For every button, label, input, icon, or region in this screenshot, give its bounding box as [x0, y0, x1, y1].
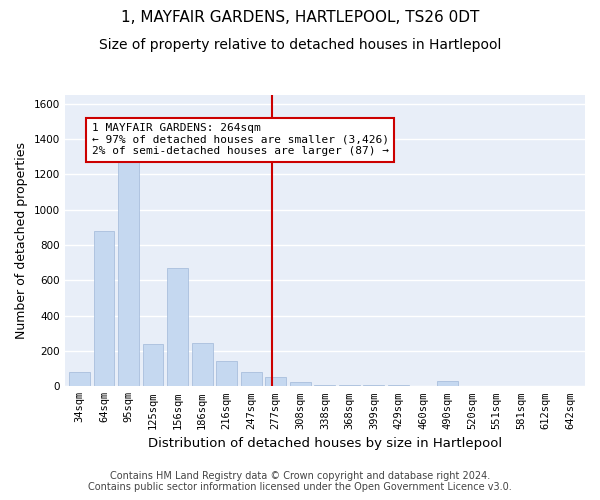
- Bar: [167, 268, 188, 386]
- Bar: [118, 154, 139, 386]
- X-axis label: Distribution of detached houses by size in Hartlepool: Distribution of detached houses by size …: [148, 437, 502, 450]
- Bar: [290, 382, 311, 386]
- Bar: [364, 384, 385, 386]
- Y-axis label: Number of detached properties: Number of detached properties: [15, 142, 28, 339]
- Bar: [265, 378, 286, 386]
- Text: Contains HM Land Registry data © Crown copyright and database right 2024.
Contai: Contains HM Land Registry data © Crown c…: [88, 471, 512, 492]
- Text: Size of property relative to detached houses in Hartlepool: Size of property relative to detached ho…: [99, 38, 501, 52]
- Bar: [94, 231, 115, 386]
- Bar: [241, 372, 262, 386]
- Bar: [69, 372, 90, 386]
- Bar: [437, 381, 458, 386]
- Text: 1, MAYFAIR GARDENS, HARTLEPOOL, TS26 0DT: 1, MAYFAIR GARDENS, HARTLEPOOL, TS26 0DT: [121, 10, 479, 25]
- Bar: [143, 344, 163, 387]
- Bar: [339, 384, 360, 386]
- Bar: [216, 360, 237, 386]
- Bar: [191, 343, 212, 386]
- Text: 1 MAYFAIR GARDENS: 264sqm
← 97% of detached houses are smaller (3,426)
2% of sem: 1 MAYFAIR GARDENS: 264sqm ← 97% of detac…: [92, 123, 389, 156]
- Bar: [314, 384, 335, 386]
